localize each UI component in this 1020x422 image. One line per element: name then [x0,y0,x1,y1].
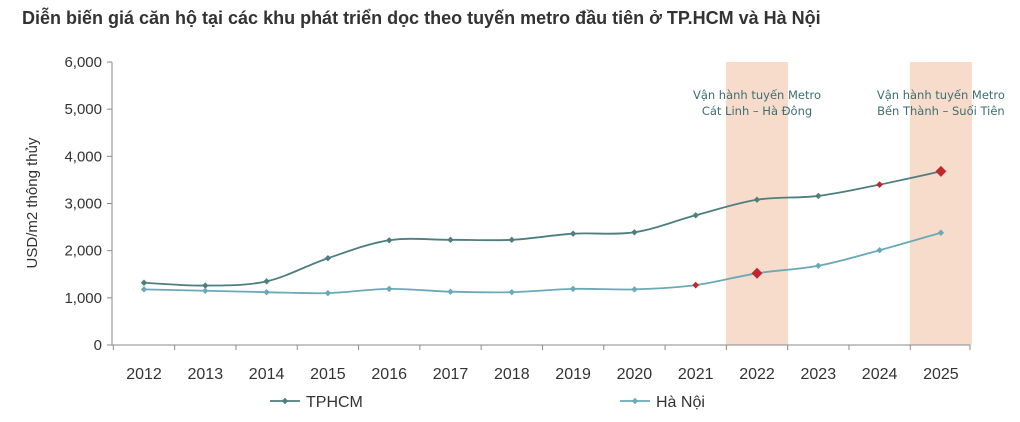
data-point-ha-noi-2024 [876,246,883,254]
chart-title: Diễn biến giá căn hộ tại các khu phát tr… [22,8,821,28]
series-line-ha-noi [143,231,942,295]
legend-item-tphcm[interactable]: TPHCM [270,394,363,411]
series-line-tphcm [143,170,942,287]
x-tick-label: 2019 [555,366,591,383]
data-point-tphcm-2017 [447,236,454,244]
x-tick-label: 2017 [433,366,469,383]
y-tick-label: 5,000 [64,101,102,118]
data-point-ha-noi-2018 [508,288,515,296]
data-point-tphcm-2020 [631,229,638,236]
x-tick-label: 2018 [494,366,530,383]
data-point-tphcm-2024 [876,181,883,189]
x-tick-label: 2025 [923,366,959,383]
x-tick-label: 2022 [739,366,775,383]
data-point-tphcm-2021 [692,212,699,219]
data-point-ha-noi-2014 [263,288,270,296]
data-point-tphcm-2018 [508,236,515,244]
legend-label: TPHCM [306,394,363,411]
data-point-tphcm-2022 [753,196,761,203]
data-point-ha-noi-2017 [447,288,454,295]
data-point-tphcm-2025 [935,165,947,177]
data-point-ha-noi-2019 [569,285,577,293]
data-point-ha-noi-2015 [324,289,332,297]
legend-item-ha-noi[interactable]: Hà Nội [620,394,705,411]
data-point-tphcm-2012 [140,279,148,286]
x-tick-label: 2014 [249,366,285,383]
x-tick-label: 2015 [310,366,346,383]
data-point-ha-noi-2023 [815,262,822,269]
data-point-tphcm-2014 [263,278,270,285]
x-tick-label: 2013 [188,366,224,383]
data-point-tphcm-2015 [324,255,332,262]
annotations: Vận hành tuyến Metro Cát Linh – Hà Đông Vậ… [693,88,1005,118]
data-point-ha-noi-2013 [202,287,209,294]
series-lines [143,170,942,295]
y-axis-label: USD/m2 thông thủy [24,137,41,268]
x-tick-label: 2021 [678,366,714,383]
legend-marker [631,397,639,405]
x-tick-label: 2024 [862,366,898,383]
data-point-ha-noi-2016 [386,285,393,293]
legend-marker [281,397,289,405]
legend-label: Hà Nội [656,394,705,411]
x-tick-label: 2016 [371,366,407,383]
data-point-tphcm-2023 [815,192,822,200]
annotation-line2-2022: Cát Linh – Hà Đông [702,104,812,118]
data-point-tphcm-2019 [569,230,577,237]
annotation-line1-2022: Vận hành tuyến Metro [693,88,821,102]
data-point-ha-noi-2012 [140,286,148,293]
shaded-band-2025 [909,62,972,345]
axes: 0 1,000 2,000 3,000 4,000 5,000 6,000 2012 2013 2… [24,54,971,383]
x-tick-label: 2012 [126,366,162,383]
y-tick-label: 0 [94,337,102,354]
x-tick-label: 2023 [801,366,837,383]
data-point-ha-noi-2021 [692,281,700,289]
annotation-line2-2025: Bến Thành – Suối Tiên [877,104,1005,118]
legend[interactable]: TPHCM Hà Nội [270,394,705,411]
series-markers [140,165,947,297]
data-point-ha-noi-2022 [751,267,763,279]
data-point-tphcm-2013 [202,282,209,289]
y-tick-label: 1,000 [64,290,102,307]
annotation-line1-2025: Vận hành tuyến Metro [877,88,1005,102]
x-tick-label: 2020 [617,366,653,383]
y-tick-label: 3,000 [64,196,102,213]
y-tick-label: 2,000 [64,243,102,260]
data-point-ha-noi-2025 [937,229,945,236]
y-tick-label: 4,000 [64,148,102,165]
data-point-tphcm-2016 [386,237,393,244]
data-point-ha-noi-2020 [631,286,638,293]
y-tick-label: 6,000 [64,54,102,71]
